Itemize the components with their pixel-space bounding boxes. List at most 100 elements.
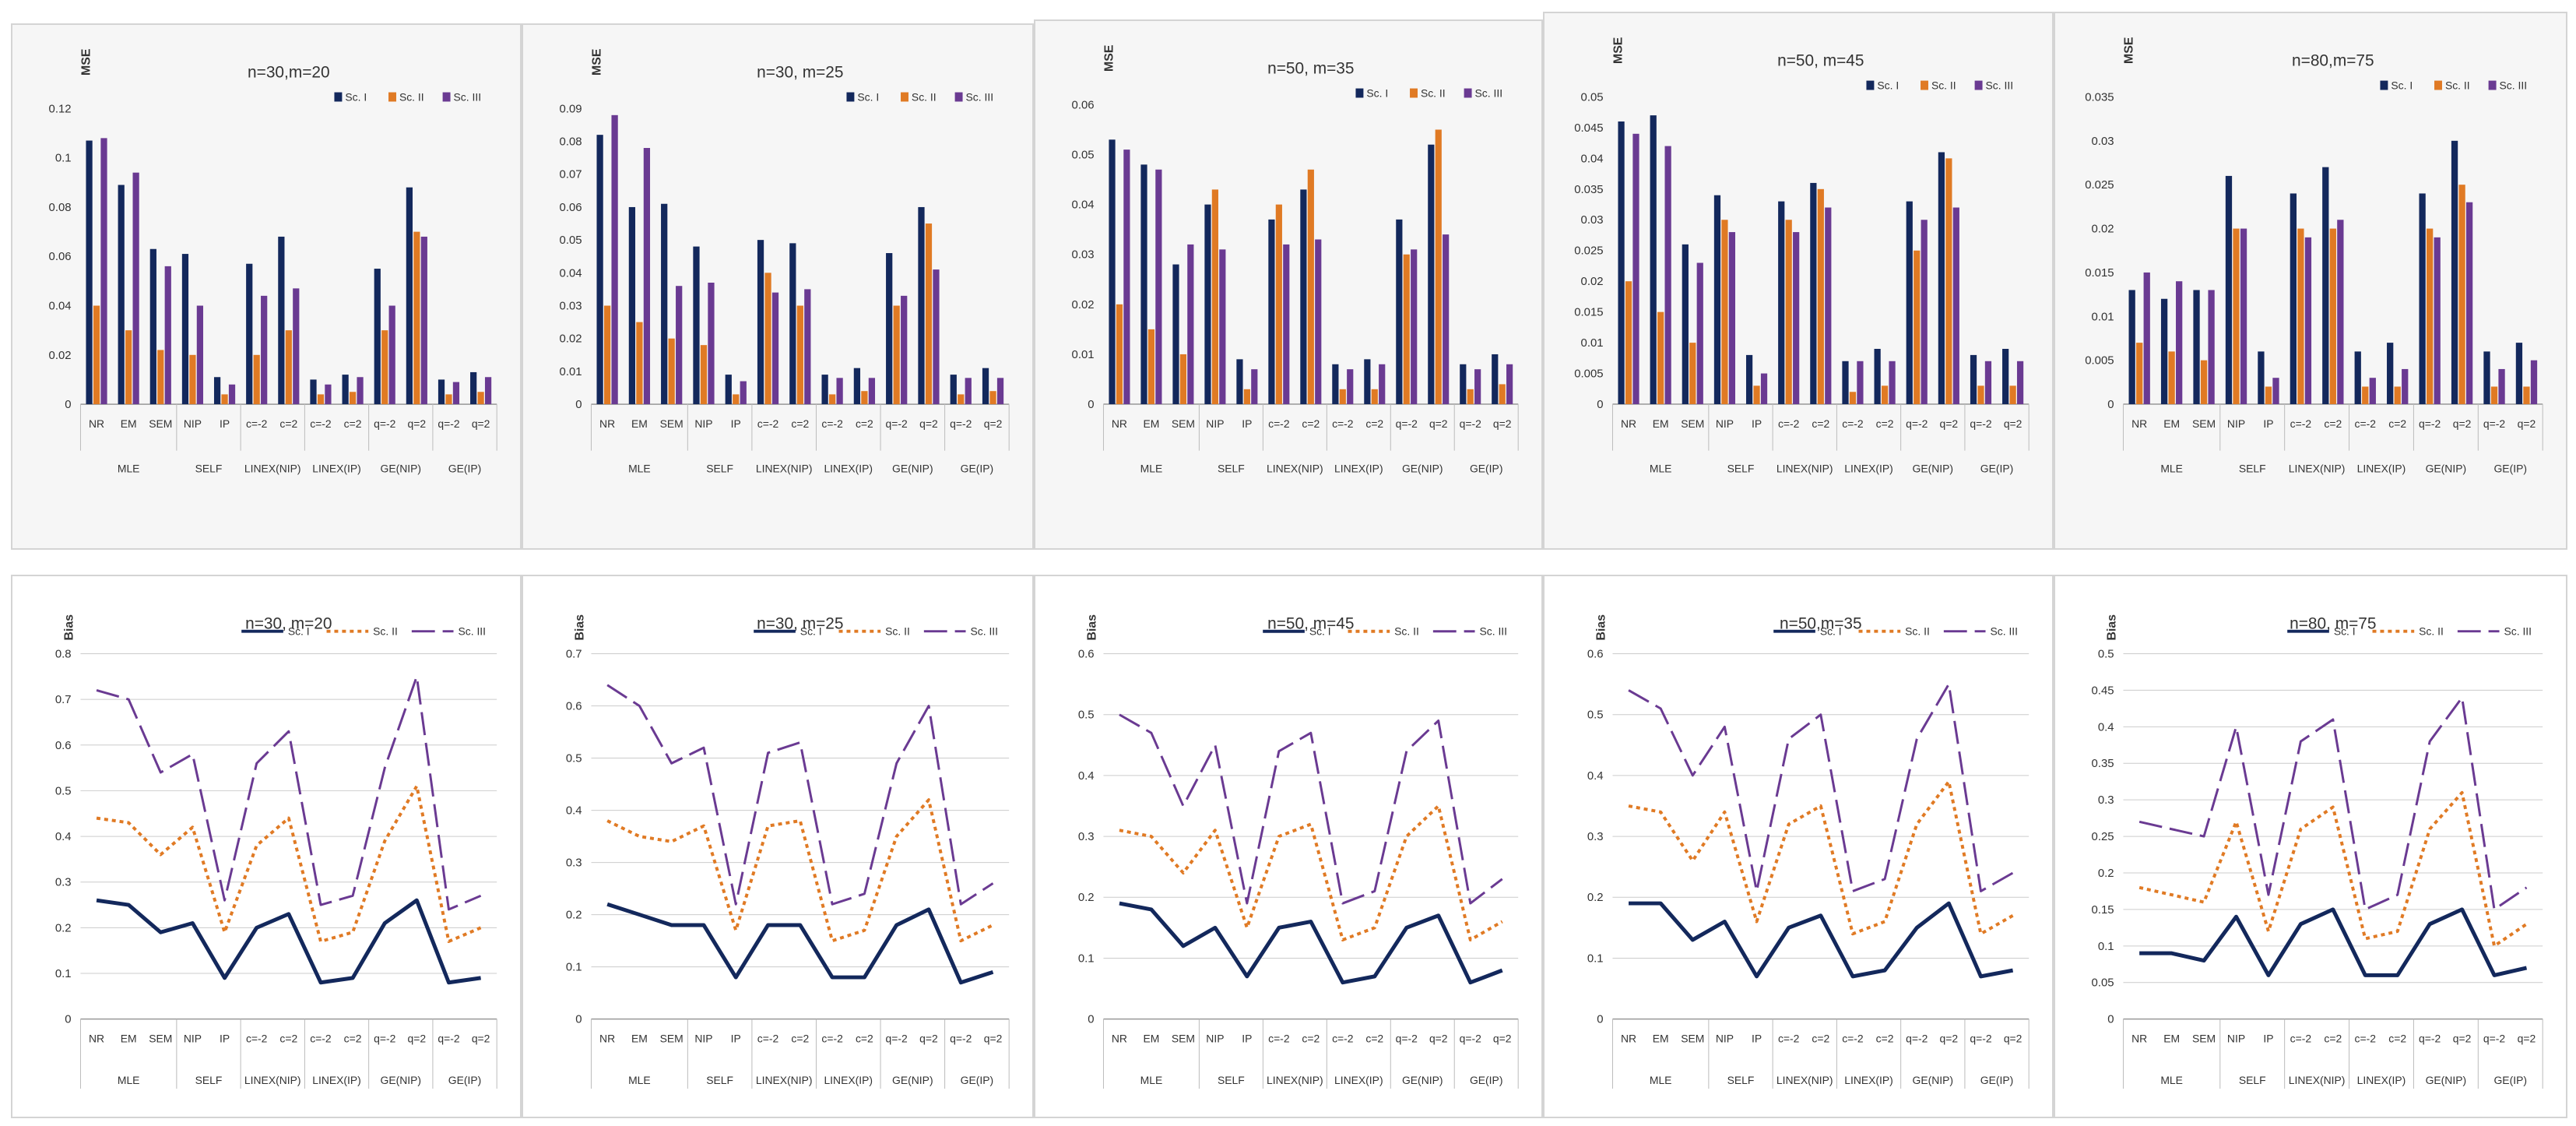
x-tick-label: c=2	[279, 1032, 297, 1044]
y-tick-label: 0	[1597, 399, 1603, 411]
bar-sci	[757, 240, 764, 405]
x-tick-label: SEM	[1681, 1032, 1704, 1044]
bar-sciii	[1443, 234, 1450, 405]
bar-sci	[596, 135, 603, 405]
x-tick-label: c=-2	[1332, 1032, 1354, 1044]
x-tick-label: q=2	[2518, 417, 2536, 430]
y-tick-label: 0.04	[49, 300, 72, 312]
group-label: GE(IP)	[2493, 1074, 2527, 1086]
bar-sciii	[2304, 237, 2312, 405]
legend-label: Sc. III	[966, 90, 994, 103]
y-tick-label: 0	[65, 1014, 71, 1026]
group-label: GE(NIP)	[2426, 1074, 2467, 1086]
bar-sciii	[1187, 244, 1194, 405]
bias-chart-1: n=30, m=20 Bias Sc. I Sc. II Sc. III 0 0.1 0.2 0…	[11, 575, 522, 1118]
bar-sci	[1204, 204, 1211, 405]
x-tick-label: IP	[731, 1032, 741, 1044]
legend-swatch	[442, 92, 451, 102]
bar-sci	[789, 243, 796, 405]
y-tick-label: 0.5	[2098, 648, 2114, 660]
bar-sci	[2483, 351, 2490, 405]
y-tick-label: 0.6	[55, 740, 72, 752]
bar-scii	[349, 392, 357, 405]
x-tick-label: q=2	[984, 417, 1003, 430]
legend-label: Sc. II	[1905, 625, 1930, 638]
bar-scii	[1849, 392, 1857, 405]
x-tick-label: IP	[2263, 1032, 2273, 1044]
legend-label: Sc. II	[2419, 625, 2444, 638]
x-tick-label: c=-2	[1778, 1032, 1800, 1044]
y-tick-label: 0.005	[2085, 355, 2114, 368]
y-tick-label: 0.01	[1581, 337, 1604, 350]
bar-sci	[1778, 201, 1785, 405]
group-label: SELF	[1727, 1074, 1755, 1086]
bar-scii	[603, 305, 611, 405]
bar-sci	[1428, 144, 1435, 405]
bar-scii	[2329, 228, 2336, 405]
bar-sci	[1364, 359, 1371, 405]
x-tick-label: q=2	[1429, 1032, 1448, 1044]
group-label: LINEX(NIP)	[2289, 463, 2346, 475]
x-tick-label: NIP	[2227, 1032, 2245, 1044]
x-tick-label: c=2	[2388, 1032, 2406, 1044]
chart-title: n=50,m=35	[1780, 615, 1862, 633]
bar-sci	[725, 375, 732, 405]
bar-sci	[2419, 193, 2426, 405]
bar-scii	[2490, 386, 2498, 405]
series-line-sci	[96, 898, 481, 985]
x-tick-label: c=-2	[2355, 1032, 2377, 1044]
bar-sciii	[1793, 232, 1800, 405]
x-tick-label: SEM	[660, 1032, 684, 1044]
legend-label: Sc. I	[1820, 625, 1842, 638]
x-tick-label: EM	[1144, 417, 1160, 430]
bar-sciii	[2208, 290, 2215, 405]
y-tick-label: 0.08	[560, 136, 582, 149]
bar-sci	[982, 368, 989, 405]
bar-scii	[1275, 204, 1282, 405]
x-tick-label: c=-2	[310, 417, 332, 430]
x-tick-label: q=-2	[886, 417, 908, 430]
group-label: GE(IP)	[961, 1074, 994, 1086]
bar-sciii	[836, 378, 843, 405]
group-label: GE(NIP)	[1913, 462, 1954, 474]
chart-svg: n=30, m=25 MSE Sc. I Sc. II Sc. III 0 0.01 0.02…	[560, 49, 1010, 475]
x-tick-label: c=2	[1365, 417, 1383, 430]
y-tick-label: 0.6	[566, 701, 582, 713]
legend-label: Sc. III	[1475, 86, 1503, 99]
legend-label: Sc. I	[800, 625, 822, 638]
y-tick-label: 0.04	[560, 267, 582, 280]
bar-sci	[1650, 115, 1657, 405]
x-tick-label: c=2	[1302, 417, 1320, 430]
bar-scii	[1147, 329, 1155, 405]
group-label: LINEX(NIP)	[2289, 1074, 2346, 1086]
bar-sci	[693, 246, 700, 405]
bar-sci	[1874, 349, 1881, 405]
y-tick-label: 0.3	[1078, 831, 1095, 843]
legend-swatch	[1355, 88, 1364, 98]
x-tick-label: NR	[1621, 1032, 1636, 1044]
legend-label: Sc. I	[2391, 79, 2413, 92]
bar-sciii	[1123, 150, 1130, 405]
bar-sci	[246, 263, 253, 405]
x-tick-label: SEM	[1172, 1032, 1195, 1044]
x-tick-label: SEM	[660, 417, 684, 430]
bar-sciii	[2530, 360, 2538, 405]
group-label: LINEX(IP)	[1844, 1074, 1893, 1086]
y-tick-label: 0.05	[1072, 149, 1095, 161]
bar-sciii	[1251, 369, 1258, 405]
x-tick-label: NR	[2131, 1032, 2147, 1044]
y-tick-label: 0.01	[560, 366, 582, 378]
x-tick-label: EM	[2163, 1032, 2180, 1044]
y-tick-label: 0.025	[2085, 179, 2114, 192]
chart-svg: n=50, m=35 MSE Sc. I Sc. II Sc. III 0 0.01 0.02…	[1072, 45, 1519, 475]
group-label: MLE	[628, 1074, 651, 1086]
bar-sci	[438, 379, 445, 405]
series-line-sci	[2139, 907, 2528, 977]
y-tick-label: 0.1	[55, 153, 72, 165]
x-tick-label: IP	[1242, 1032, 1252, 1044]
bar-scii	[253, 354, 260, 405]
y-tick-label: 0.2	[1078, 892, 1095, 904]
legend-swatch	[2380, 80, 2388, 90]
bar-scii	[1499, 384, 1506, 405]
chart-svg: n=80, m=75 Bias Sc. I Sc. II Sc. III 0 0.05 0.1…	[2092, 614, 2543, 1089]
